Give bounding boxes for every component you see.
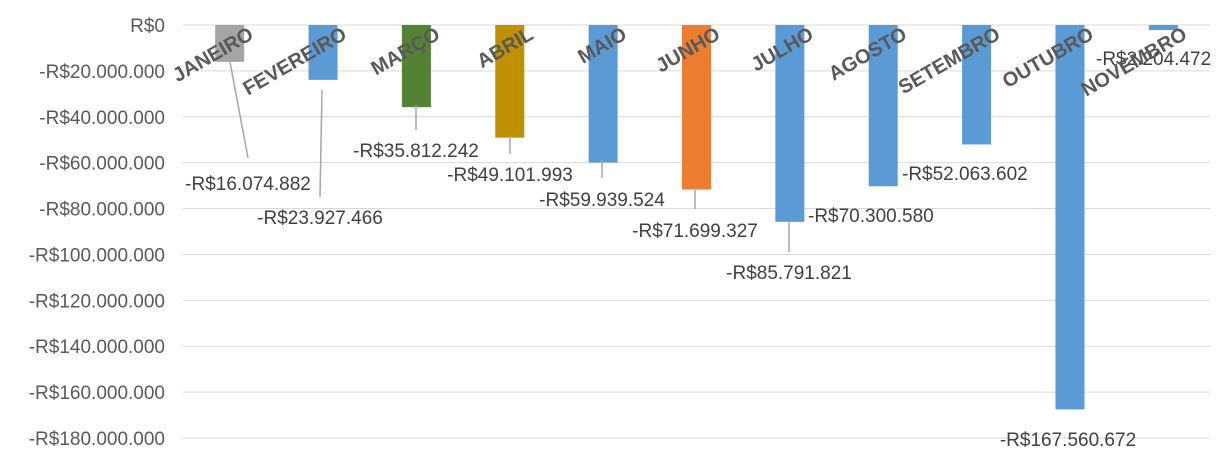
data-label: -R$71.699.327 [632, 221, 758, 242]
y-tick-label: -R$160.000.000 [29, 383, 165, 404]
y-tick-label: -R$40.000.000 [39, 108, 165, 129]
data-label: -R$2.204.472 [1096, 49, 1211, 70]
bar-novembro [1148, 25, 1178, 31]
data-label: -R$23.927.466 [257, 208, 383, 229]
data-label: -R$167.560.672 [1000, 430, 1136, 450]
category-label: AGOSTO [825, 23, 911, 85]
grid-layer: R$0 -R$20.000.000 -R$40.000.000 -R$60.000.0… [29, 16, 1210, 450]
leader-line [319, 89, 323, 198]
bar-março [401, 25, 431, 108]
y-tick-label: -R$140.000.000 [29, 337, 165, 358]
data-label: -R$52.063.602 [902, 164, 1028, 185]
y-tick-label: -R$100.000.000 [29, 245, 165, 266]
bar-outubro [1055, 25, 1085, 410]
leader-layer [229, 61, 790, 252]
data-label: -R$70.300.580 [808, 206, 934, 227]
leader-line [229, 61, 249, 159]
y-tick-label: -R$180.000.000 [29, 429, 165, 450]
bar-layer [215, 25, 1178, 410]
data-label: -R$35.812.242 [353, 141, 479, 162]
y-tick-label: R$0 [130, 16, 165, 37]
y-tick-label: -R$20.000.000 [39, 62, 165, 83]
y-tick-label: -R$120.000.000 [29, 291, 165, 312]
data-label: -R$16.074.882 [185, 174, 311, 195]
data-label: -R$49.101.993 [447, 165, 573, 186]
bar-janeiro [215, 25, 245, 62]
y-tick-label: -R$60.000.000 [39, 154, 165, 175]
bar-julho [775, 25, 805, 222]
bar-junho [682, 25, 711, 190]
data-label: -R$85.791.821 [726, 263, 852, 284]
y-tick-label: -R$80.000.000 [39, 200, 165, 221]
bar-abril [495, 25, 525, 138]
bar-setembro [962, 25, 992, 145]
bar-fevereiro [308, 25, 338, 80]
bar-maio [588, 25, 618, 163]
data-label: -R$59.939.524 [539, 190, 665, 211]
bar-agosto [868, 25, 898, 187]
data-label-layer: -R$16.074.882 -R$23.927.466 -R$35.812.242 -… [185, 49, 1211, 450]
